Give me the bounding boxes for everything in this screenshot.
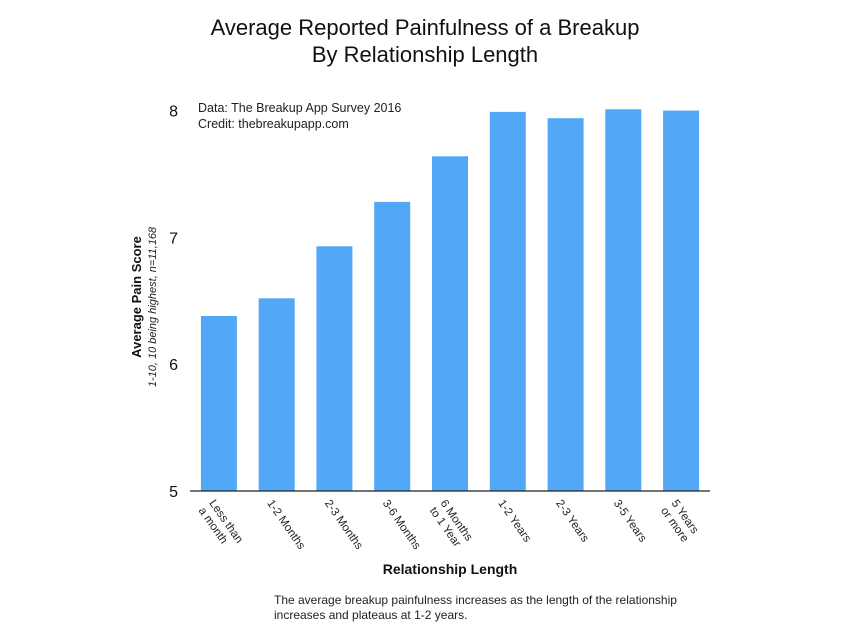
y-axis-title: Average Pain Score: [129, 236, 144, 358]
x-axis-title: Relationship Length: [383, 561, 518, 577]
x-tick-label: 1-2 Months: [264, 498, 307, 552]
chart-title: Average Reported Painfulness of a Breaku…: [0, 14, 850, 68]
x-tick-label: Less thana month: [196, 498, 245, 553]
bar: [200, 316, 237, 491]
y-tick-label: 5: [169, 484, 178, 501]
data-source-note: Data: The Breakup App Survey 2016 Credit…: [198, 100, 401, 132]
chart-title-line1: Average Reported Painfulness of a Breaku…: [210, 15, 640, 40]
x-tick-label: 3-6 Months: [380, 498, 423, 552]
x-tick-label-line: 2-3 Months: [322, 498, 365, 552]
credit-line: Credit: thebreakupapp.com: [198, 117, 349, 131]
x-tick-label: 1-2 Years: [495, 498, 533, 545]
y-tick-label: 8: [169, 104, 178, 121]
bar: [258, 298, 295, 491]
y-axis-subtitle: 1-10, 10 being highest, n=11,168: [147, 226, 159, 387]
bar: [663, 110, 700, 491]
x-tick-label-line: 3-6 Months: [380, 498, 423, 552]
x-tick-label-line: 1-2 Years: [495, 498, 533, 545]
y-tick-label: 7: [169, 230, 178, 247]
x-tick-label-line: 2-3 Years: [553, 498, 591, 545]
x-tick-label: 3-5 Years: [611, 498, 649, 545]
bar: [605, 109, 642, 492]
x-tick-label: 6 Monthsto 1 Year: [427, 498, 475, 551]
bar: [374, 201, 411, 491]
bar: [547, 118, 584, 491]
chart-title-line2: By Relationship Length: [311, 42, 539, 67]
bar: [316, 246, 353, 491]
x-tick-label: 2-3 Months: [322, 498, 365, 552]
y-tick-label: 6: [169, 357, 178, 374]
x-tick-label-line: 3-5 Years: [611, 498, 649, 545]
bar: [489, 111, 526, 492]
x-tick-label: 2-3 Years: [553, 498, 591, 545]
x-tick-label: 5 Yearsor more: [658, 498, 701, 545]
bar: [432, 156, 468, 492]
chart-caption: The average breakup painfulness increase…: [274, 593, 677, 622]
x-tick-label-line: 1-2 Months: [264, 498, 307, 552]
data-source-line: Data: The Breakup App Survey 2016: [198, 101, 402, 115]
